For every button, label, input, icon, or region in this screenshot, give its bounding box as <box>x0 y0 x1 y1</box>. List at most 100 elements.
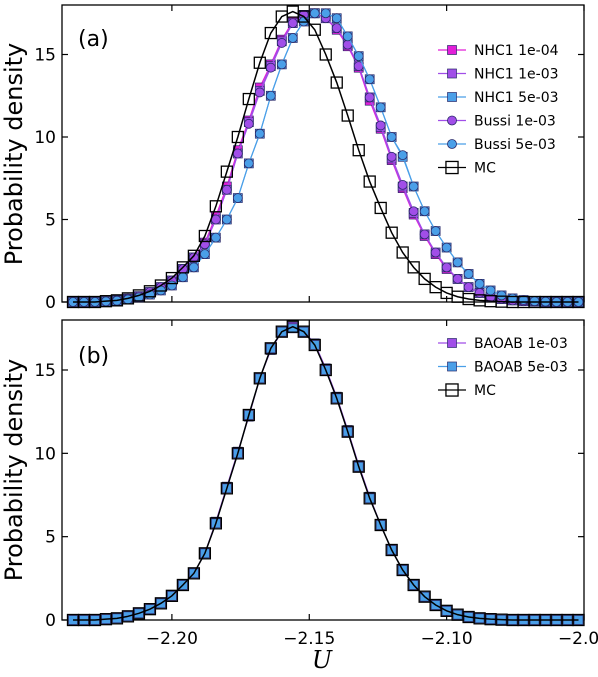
panel-a-series-5 <box>66 5 585 309</box>
legend-entry-label: MC <box>474 161 496 177</box>
panel-b-series-line <box>72 325 579 621</box>
panel-b-data-point <box>297 325 310 338</box>
legend-entry-label: NHC1 1e-03 <box>474 67 559 83</box>
panel-a-data-point <box>265 90 276 101</box>
panel-a-data-point <box>199 249 210 260</box>
panel-b-data-point <box>264 342 277 355</box>
panel-a-data-point <box>364 74 375 85</box>
panel-a-data-point <box>221 214 232 225</box>
panel-a-data-point <box>408 206 419 217</box>
panel-a-label: (a) <box>78 27 109 52</box>
panel-a-data-point <box>418 272 431 286</box>
panel-b-data-point <box>231 447 244 460</box>
panel-a-data-point <box>408 181 419 192</box>
legend-marker <box>447 139 457 149</box>
panel-a-data-point <box>165 271 179 285</box>
panel-a-data-point <box>243 158 254 169</box>
panel-a-data-point <box>496 290 507 301</box>
panel-a-data-point <box>232 193 243 203</box>
panel-a-ytick-label: 15 <box>34 46 56 66</box>
panel-a-ytick-label: 10 <box>34 128 56 148</box>
panel-b-ytick-label: 10 <box>34 444 56 464</box>
panel-a-yticks: 0 5 10 15 <box>34 46 584 313</box>
panel-a-data-point <box>474 278 485 289</box>
panel-b-data-point <box>418 590 431 603</box>
panel-a-data-point <box>319 48 332 61</box>
panel-b-data-point <box>209 517 223 530</box>
panel-b-data-point <box>253 372 266 385</box>
panel-a-data-point <box>474 288 485 298</box>
legend-marker <box>447 338 457 348</box>
panel-a-data-point <box>232 148 243 159</box>
panel-a-data-point <box>572 295 585 309</box>
panel-a-data-point <box>254 128 265 139</box>
panel-a-data-point <box>276 59 287 70</box>
panel-b-data-point <box>165 589 179 602</box>
panel-a-data-point <box>198 229 212 243</box>
panel-a-data-point <box>309 8 320 19</box>
panel-a-data-point <box>396 246 409 259</box>
legend-entry-label: Bussi 5e-03 <box>474 137 556 153</box>
panel-b-data-point <box>176 578 190 592</box>
panel-a-data-point <box>529 296 540 307</box>
panel-a-data-point <box>441 262 452 273</box>
panel-a-data-point <box>330 76 343 89</box>
panel-b-data-point <box>352 460 365 473</box>
x-axis-label: U <box>312 646 333 674</box>
legend-marker <box>447 361 457 372</box>
panel-a-series <box>66 5 585 309</box>
panel-a-data-point <box>188 262 199 273</box>
panel-a-data-point <box>419 229 430 240</box>
panel-a: (a) Probability density 0 5 10 15 NHC1 1e-0… <box>0 4 585 313</box>
panel-b-label: (b) <box>78 344 109 369</box>
panel-a-data-point <box>386 132 397 142</box>
legend-entry-label: MC <box>474 383 496 399</box>
panel-b-data-point <box>572 613 585 627</box>
panel-a-data-point <box>452 273 463 284</box>
panel-a-data-point <box>363 175 376 188</box>
panel-b-xtick-label: −2.05 <box>558 629 598 649</box>
legend-marker <box>447 115 457 126</box>
panel-a-series-line <box>72 10 579 303</box>
legend-marker <box>445 383 459 397</box>
panel-b-data-point <box>385 543 398 557</box>
legend-marker <box>447 45 457 55</box>
legend-entry-label: NHC1 5e-03 <box>474 90 559 106</box>
panel-a-data-point <box>154 279 168 292</box>
panel-a-data-point <box>177 272 188 283</box>
panel-b-xticks: −2.20 −2.15 −2.10 −2.05 <box>146 320 598 649</box>
panel-a-data-point <box>243 118 254 129</box>
panel-a-data-point <box>242 92 255 106</box>
legend-marker <box>447 68 457 79</box>
panel-a-data-point <box>276 38 287 48</box>
panel-a-data-point <box>220 165 233 178</box>
panel-a-data-point <box>188 252 199 263</box>
panel-a-data-point <box>320 8 331 19</box>
panel-a-ylabel: Probability density <box>0 43 28 266</box>
panel-a-data-point <box>253 56 266 69</box>
panel-a-data-point <box>430 226 441 236</box>
panel-a-data-point <box>308 23 321 36</box>
panel-a-data-point <box>264 26 277 40</box>
panel-b-series-2 <box>66 320 585 627</box>
panel-a-data-point <box>430 247 441 258</box>
panel-a-data-point <box>297 10 310 23</box>
panel-b-data-point <box>330 392 343 405</box>
panel-b-data-point <box>407 578 420 592</box>
panel-b: (b) Probability density 0 5 10 15 −2.20 −2.1… <box>0 319 598 649</box>
panel-b-plot-frame <box>61 319 585 621</box>
panel-b-ylabel: Probability density <box>0 359 28 582</box>
panel-a-data-point <box>221 184 232 195</box>
panel-a-data-point <box>287 18 298 29</box>
panel-a-data-point <box>254 87 265 98</box>
panel-a-data-point <box>441 242 452 253</box>
legend-entry-label: Bussi 1e-03 <box>474 114 556 130</box>
panel-a-data-point <box>331 23 342 34</box>
panel-a-data-point <box>385 226 398 239</box>
panel-a-data-point <box>231 130 244 144</box>
panel-a-data-point <box>407 261 420 274</box>
panel-a-data-point <box>210 232 221 243</box>
panel-b-ytick-label: 0 <box>45 611 56 631</box>
panel-a-data-point <box>265 62 276 73</box>
